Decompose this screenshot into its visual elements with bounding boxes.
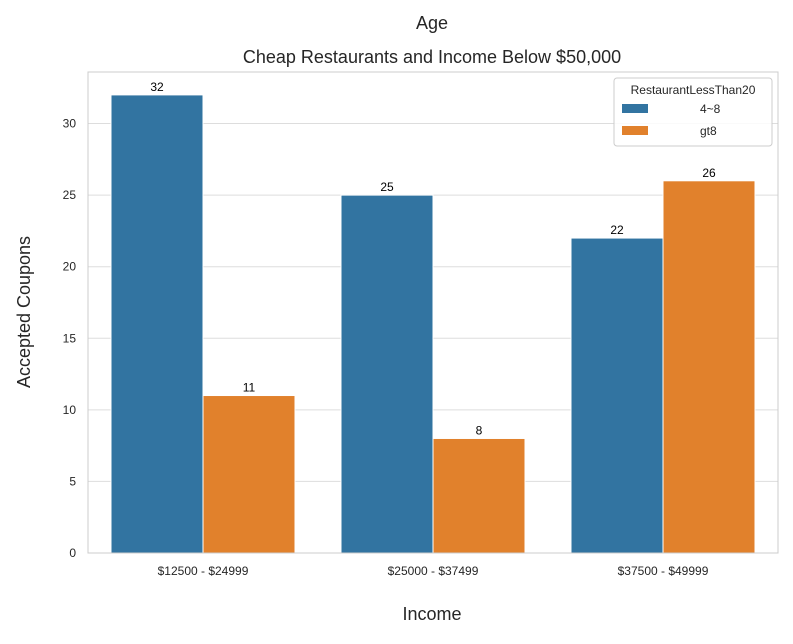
bar xyxy=(202,395,296,554)
y-tick-label: 20 xyxy=(63,260,77,274)
legend-swatch xyxy=(622,126,648,135)
bar-value-label: 25 xyxy=(380,180,394,194)
y-axis-label: Accepted Coupons xyxy=(14,236,34,388)
y-tick-label: 5 xyxy=(69,474,76,488)
legend-label: gt8 xyxy=(700,124,717,138)
y-tick-label: 25 xyxy=(63,188,77,202)
y-tick-label: 15 xyxy=(63,331,77,345)
legend-label: 4~8 xyxy=(700,102,721,116)
bar-value-label: 11 xyxy=(243,381,256,395)
y-tick-label: 30 xyxy=(63,117,77,131)
bars xyxy=(110,94,756,554)
legend: RestaurantLessThan20 4~8 gt8 xyxy=(613,77,773,147)
bar xyxy=(570,237,664,554)
x-tick-label: $37500 - $49999 xyxy=(618,564,709,578)
plot-frame xyxy=(87,71,779,554)
bar xyxy=(110,94,204,554)
bar-value-label: 22 xyxy=(610,223,624,237)
legend-title: RestaurantLessThan20 xyxy=(631,83,756,97)
axis-ticks: 0 5 10 15 20 25 30 $12500 - $24999 $25000 - $374… xyxy=(63,117,709,578)
x-tick-label: $12500 - $24999 xyxy=(158,564,249,578)
x-tick-label: $25000 - $37499 xyxy=(388,564,479,578)
y-tick-label: 10 xyxy=(63,403,77,417)
x-axis-label: Income xyxy=(402,604,461,624)
bar-value-label: 26 xyxy=(702,166,716,180)
bar xyxy=(340,194,434,554)
bar-value-label: 32 xyxy=(150,80,164,94)
legend-swatch xyxy=(622,104,648,113)
chart-suptitle: Age xyxy=(416,13,448,33)
chart-title: Cheap Restaurants and Income Below $50,0… xyxy=(243,47,621,67)
data-labels: 32 11 25 8 22 26 xyxy=(150,80,716,438)
bar-value-label: 8 xyxy=(476,423,483,437)
y-tick-label: 0 xyxy=(69,546,76,560)
legend-box xyxy=(613,77,773,147)
bar xyxy=(432,437,526,554)
bar xyxy=(662,180,756,554)
